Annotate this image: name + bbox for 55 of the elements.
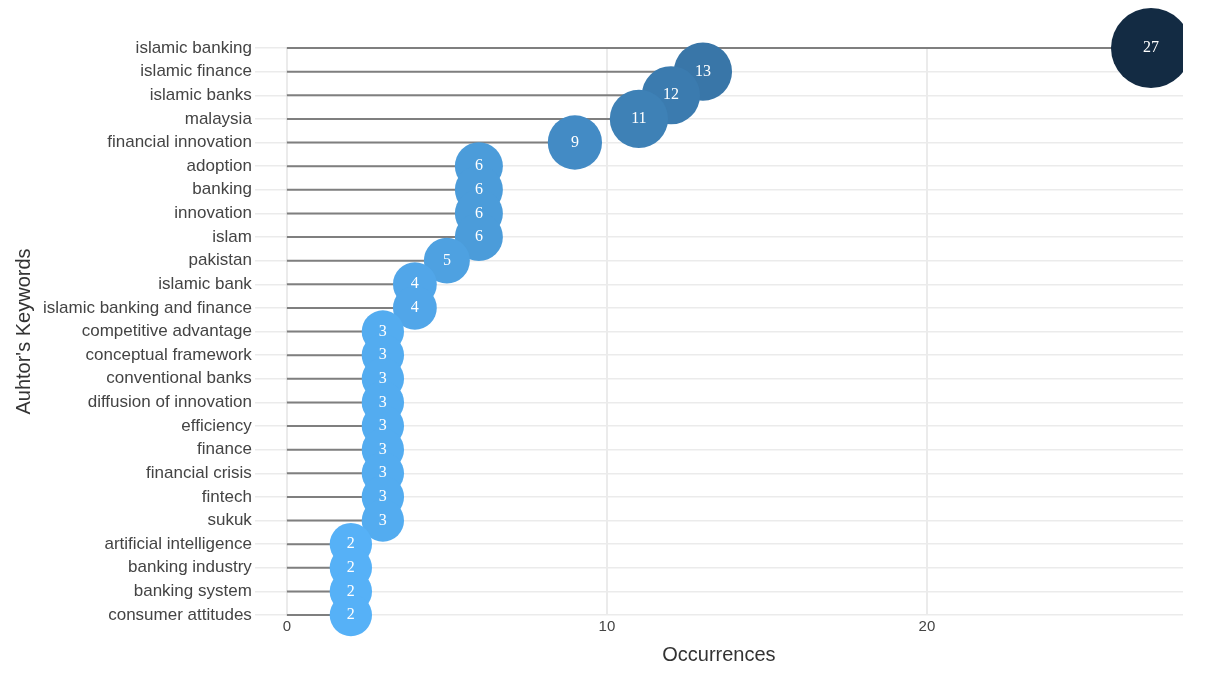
- data-label: 2: [346, 534, 355, 552]
- y-tick-label: innovation: [174, 203, 252, 223]
- data-label: 6: [474, 179, 483, 197]
- data-label: 12: [662, 85, 679, 103]
- data-label: 3: [378, 392, 387, 410]
- x-axis-title: Occurrences: [662, 642, 776, 665]
- y-tick-label: malaysia: [184, 108, 253, 128]
- data-label: 9: [570, 132, 579, 150]
- y-tick-label: conceptual framework: [85, 344, 253, 364]
- y-tick-label: islam: [212, 226, 252, 246]
- y-tick-label: banking industry: [128, 557, 253, 577]
- data-label: 4: [410, 274, 419, 292]
- y-tick-label: adoption: [186, 155, 252, 175]
- y-tick-label: islamic bank: [158, 273, 253, 293]
- y-tick-label: pakistan: [188, 250, 252, 270]
- y-tick-label: artificial intelligence: [104, 533, 252, 553]
- data-label: 4: [410, 298, 419, 316]
- data-label: 2: [346, 557, 355, 575]
- data-label: 3: [378, 345, 387, 363]
- x-tick-label: 10: [598, 617, 616, 635]
- data-label: 6: [474, 227, 483, 245]
- data-label: 3: [378, 416, 387, 434]
- data-label: 13: [694, 61, 711, 79]
- y-tick-label: finance: [197, 439, 252, 459]
- y-tick-label: banking: [192, 179, 252, 199]
- y-tick-label: financial innovation: [107, 132, 252, 152]
- data-label: 3: [378, 439, 387, 457]
- data-label: 3: [378, 463, 387, 481]
- y-tick-label: competitive advantage: [81, 321, 252, 341]
- y-axis-title: Auhtor's Keywords: [11, 248, 34, 415]
- x-tick-label: 20: [918, 617, 936, 635]
- data-label: 11: [631, 109, 647, 127]
- data-label: 27: [1142, 38, 1159, 56]
- data-label: 3: [378, 487, 387, 505]
- data-label: 6: [474, 203, 483, 221]
- y-tick-label: conventional banks: [106, 368, 252, 388]
- data-label: 3: [378, 368, 387, 386]
- y-tick-label: islamic banking and finance: [42, 297, 252, 317]
- data-label: 6: [474, 156, 483, 174]
- data-label: 3: [378, 510, 387, 528]
- data-label: 5: [442, 250, 451, 268]
- y-tick-label: financial crisis: [146, 462, 252, 482]
- y-tick-label: fintech: [201, 486, 252, 506]
- y-tick-label: efficiency: [181, 415, 253, 435]
- x-tick-label: 0: [282, 617, 292, 635]
- y-tick-label: islamic banking: [135, 37, 252, 57]
- y-tick-label: banking system: [133, 581, 252, 601]
- data-label: 2: [346, 581, 355, 599]
- data-label: 2: [346, 605, 355, 623]
- y-tick-label: diffusion of innovation: [87, 392, 252, 412]
- y-tick-label: islamic banks: [149, 84, 252, 104]
- y-tick-label: islamic finance: [140, 61, 252, 81]
- y-tick-label: sukuk: [207, 510, 253, 530]
- data-label: 3: [378, 321, 387, 339]
- y-tick-label: consumer attitudes: [108, 604, 252, 624]
